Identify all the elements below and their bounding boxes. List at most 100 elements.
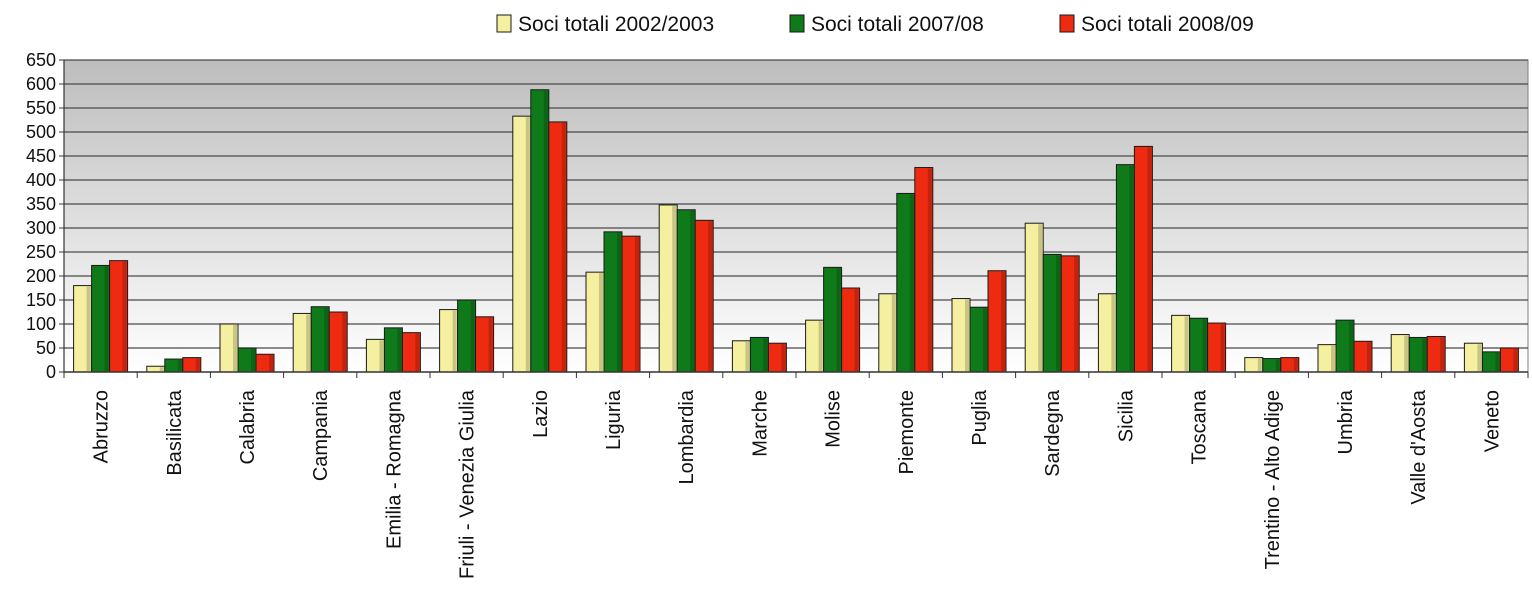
x-tick-label-basilicata: Basilicata	[164, 389, 186, 475]
bar-shade-calabria-soci-totali-2007-08	[251, 349, 255, 371]
bar-shade-puglia-soci-totali-2008-09	[1001, 271, 1005, 371]
bar-shade-calabria-soci-totali-2002-2003	[233, 325, 237, 371]
x-tick-label-valle-d-aosta: Valle d'Aosta	[1408, 389, 1430, 505]
bar-shade-emilia-romagna-soci-totali-2008-09	[415, 333, 420, 371]
bar-shade-sardegna-soci-totali-2002-2003	[1038, 224, 1043, 371]
x-tick-label-umbria: Umbria	[1335, 389, 1357, 454]
y-tick-label-400: 400	[26, 170, 56, 190]
bar-shade-umbria-soci-totali-2007-08	[1349, 321, 1353, 371]
bar-shade-abruzzo-soci-totali-2008-09	[122, 261, 127, 371]
bar-shade-puglia-soci-totali-2007-08	[983, 308, 987, 371]
legend-swatch-soci-totali-2008-09	[1059, 14, 1075, 33]
bar-shade-piemonte-soci-totali-2008-09	[927, 168, 932, 371]
x-tick-label-veneto: Veneto	[1481, 390, 1503, 452]
y-tick-label-500: 500	[26, 122, 56, 142]
bar-shade-basilicata-soci-totali-2007-08	[177, 360, 182, 371]
bar-shade-basilicata-soci-totali-2008-09	[195, 358, 200, 371]
bar-shade-campania-soci-totali-2007-08	[324, 307, 329, 371]
bar-shade-abruzzo-soci-totali-2002-2003	[86, 286, 91, 371]
bar-shade-friuli-venezia-giulia-soci-totali-2008-09	[488, 317, 493, 371]
y-tick-label-600: 600	[26, 74, 56, 94]
y-axis: 0 50 100 150 200 250 300 350 400 450 500 550 600 650	[26, 50, 65, 382]
bar-shade-toscana-soci-totali-2007-08	[1202, 319, 1207, 371]
bar-shade-trentino-alto-adige-soci-totali-2002-2003	[1257, 358, 1262, 371]
bar-shade-toscana-soci-totali-2002-2003	[1184, 316, 1189, 371]
x-tick-label-molise: Molise	[823, 390, 845, 448]
bar-shade-umbria-soci-totali-2002-2003	[1331, 345, 1335, 371]
x-tick-label-sicilia: Sicilia	[1115, 389, 1137, 442]
bar-shade-sicilia-soci-totali-2008-09	[1147, 147, 1152, 371]
x-tick-label-marche: Marche	[749, 390, 771, 457]
bar-shade-valle-d-aosta-soci-totali-2008-09	[1440, 337, 1445, 371]
x-tick-label-lombardia: Lombardia	[676, 389, 698, 484]
bar-shade-friuli-venezia-giulia-soci-totali-2002-2003	[452, 310, 457, 371]
bar-shade-emilia-romagna-soci-totali-2002-2003	[379, 340, 384, 371]
bar-shade-liguria-soci-totali-2007-08	[617, 232, 621, 371]
y-tick-label-0: 0	[46, 362, 56, 382]
bar-shade-campania-soci-totali-2002-2003	[306, 314, 311, 371]
bar-shade-molise-soci-totali-2007-08	[836, 268, 841, 371]
bar-shade-sicilia-soci-totali-2007-08	[1129, 165, 1134, 371]
bar-shade-molise-soci-totali-2008-09	[854, 289, 859, 371]
x-tick-label-lazio: Lazio	[530, 390, 552, 438]
y-tick-label-200: 200	[26, 266, 56, 286]
x-tick-label-calabria: Calabria	[237, 389, 259, 464]
bar-shade-trentino-alto-adige-soci-totali-2007-08	[1275, 359, 1280, 371]
bar-shade-veneto-soci-totali-2002-2003	[1477, 344, 1482, 371]
y-tick-label-150: 150	[26, 290, 56, 310]
bar-shade-molise-soci-totali-2002-2003	[818, 321, 823, 371]
x-tick-label-campania: Campania	[310, 389, 332, 481]
bar-shade-valle-d-aosta-soci-totali-2007-08	[1422, 338, 1427, 371]
bar-shade-lazio-soci-totali-2007-08	[543, 90, 548, 371]
bars	[73, 89, 1519, 373]
bar-shade-valle-d-aosta-soci-totali-2002-2003	[1404, 335, 1409, 371]
y-tick-label-450: 450	[26, 146, 56, 166]
bar-shade-calabria-soci-totali-2008-09	[269, 355, 273, 371]
bar-shade-liguria-soci-totali-2008-09	[635, 237, 639, 371]
x-tick-label-sardegna: Sardegna	[1042, 389, 1064, 477]
legend-swatch-soci-totali-2007-08	[789, 14, 805, 33]
bar-shade-puglia-soci-totali-2002-2003	[965, 299, 969, 371]
bar-shade-umbria-soci-totali-2008-09	[1367, 342, 1371, 371]
y-tick-label-350: 350	[26, 194, 56, 214]
x-tick-label-friuli-venezia-giulia: Friuli - Venezia Giulia	[457, 389, 479, 579]
bar-shade-marche-soci-totali-2008-09	[781, 344, 786, 371]
bar-shade-campania-soci-totali-2008-09	[342, 313, 347, 371]
legend-label-soci-totali-2002-2003: Soci totali 2002/2003	[518, 13, 714, 36]
x-tick-label-trentino-alto-adige: Trentino - Alto Adige	[1262, 390, 1284, 569]
y-tick-label-550: 550	[26, 98, 56, 118]
bar-shade-lombardia-soci-totali-2007-08	[690, 210, 695, 371]
bar-shade-sardegna-soci-totali-2007-08	[1056, 255, 1061, 371]
plot-area	[63, 59, 1529, 373]
legend-label-soci-totali-2007-08: Soci totali 2007/08	[811, 13, 984, 36]
bar-shade-veneto-soci-totali-2007-08	[1495, 352, 1500, 371]
legend: Soci totali 2002/2003 Soci totali 2007/08…	[496, 13, 1254, 36]
bar-shade-sardegna-soci-totali-2008-09	[1074, 256, 1079, 371]
y-tick-label-50: 50	[36, 338, 56, 358]
y-tick-label-100: 100	[26, 314, 56, 334]
bar-shade-lazio-soci-totali-2008-09	[561, 122, 566, 371]
bar-shade-toscana-soci-totali-2008-09	[1220, 324, 1225, 371]
bar-shade-marche-soci-totali-2002-2003	[745, 341, 750, 371]
y-tick-label-300: 300	[26, 218, 56, 238]
x-axis: Abruzzo Basilicata Calabria Campania Emilia …	[63, 371, 1529, 579]
x-tick-label-piemonte: Piemonte	[896, 390, 918, 475]
x-tick-label-abruzzo: Abruzzo	[91, 390, 113, 463]
bar-shade-sicilia-soci-totali-2002-2003	[1111, 294, 1116, 371]
bar-shade-liguria-soci-totali-2002-2003	[599, 273, 603, 371]
x-tick-label-liguria: Liguria	[603, 389, 625, 450]
x-tick-label-emilia-romagna: Emilia - Romagna	[383, 389, 405, 549]
x-tick-label-puglia: Puglia	[969, 389, 991, 445]
bar-shade-lombardia-soci-totali-2002-2003	[672, 205, 677, 371]
bar-shade-abruzzo-soci-totali-2007-08	[104, 266, 109, 371]
bar-shade-basilicata-soci-totali-2002-2003	[159, 367, 164, 371]
bar-shade-veneto-soci-totali-2008-09	[1513, 349, 1518, 371]
bar-shade-trentino-alto-adige-soci-totali-2008-09	[1293, 358, 1298, 371]
bar-shade-lazio-soci-totali-2002-2003	[525, 117, 530, 371]
gridlines	[64, 59, 1528, 349]
bar-shade-friuli-venezia-giulia-soci-totali-2007-08	[470, 301, 475, 371]
legend-swatch-soci-totali-2002-2003	[496, 14, 512, 33]
y-tick-label-650: 650	[26, 50, 56, 70]
